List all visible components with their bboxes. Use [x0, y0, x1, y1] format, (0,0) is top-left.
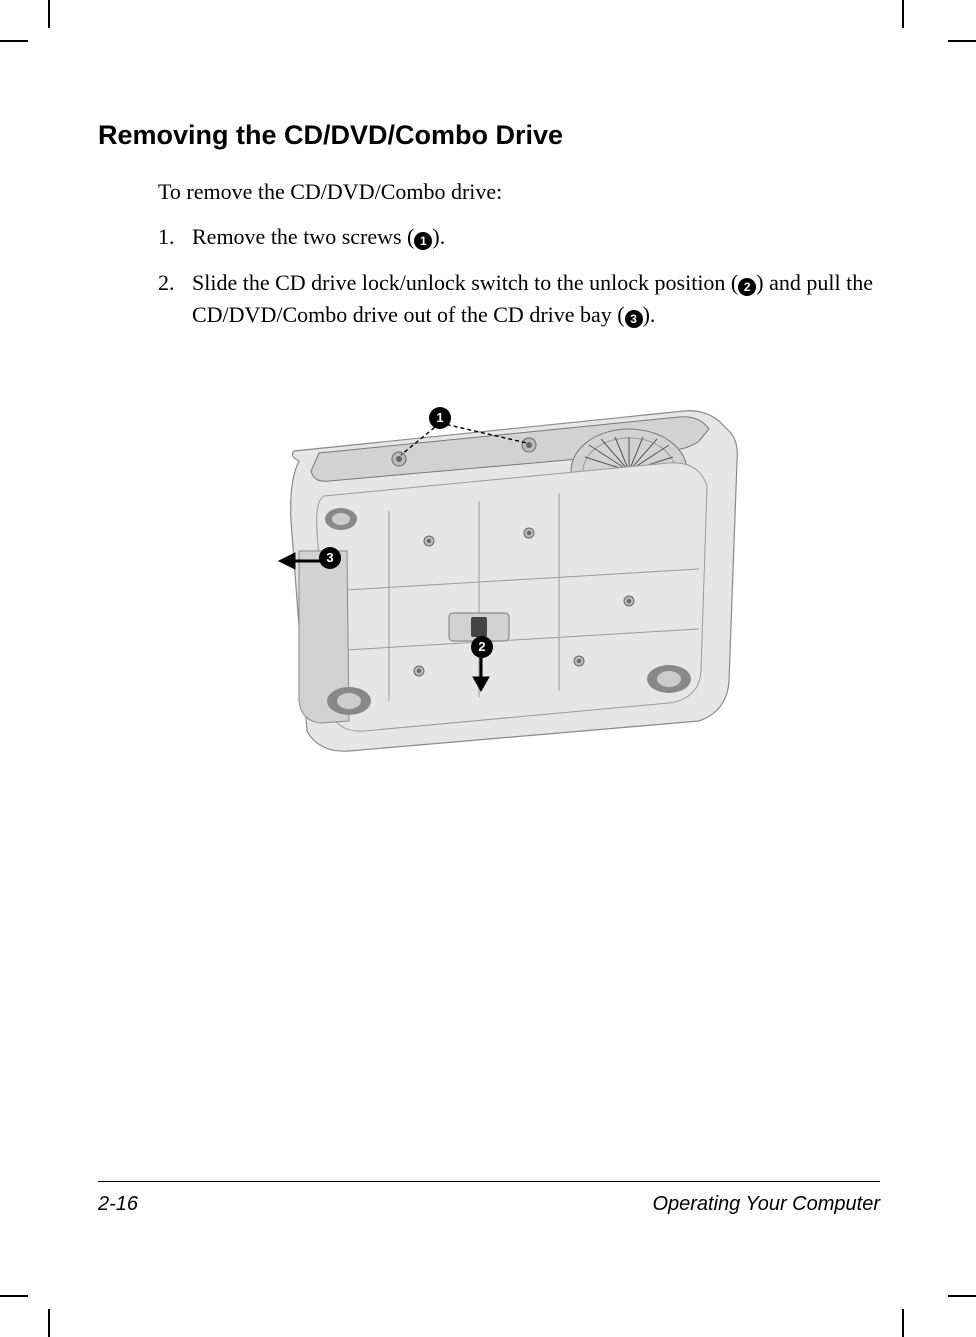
crop-mark: [902, 1309, 904, 1337]
text-fragment: Remove the two screws (: [192, 224, 414, 249]
intro-text: To remove the CD/DVD/Combo drive:: [158, 179, 880, 205]
section-title: Operating Your Computer: [652, 1193, 880, 1216]
figure-callout-3: 3: [319, 547, 341, 569]
crop-mark: [902, 0, 904, 28]
step-2: 2. Slide the CD drive lock/unlock switch…: [158, 267, 880, 331]
crop-mark: [948, 1295, 976, 1297]
text-fragment: Slide the CD drive lock/unlock switch to…: [192, 270, 738, 295]
step-text: Slide the CD drive lock/unlock switch to…: [192, 267, 880, 331]
drive-removal-figure: 1 2 3: [229, 401, 749, 771]
step-number: 2.: [158, 267, 192, 331]
crop-mark: [0, 40, 28, 42]
footer-rule: [98, 1181, 880, 1182]
marker-2-icon: 2: [738, 278, 756, 296]
laptop-bottom-svg: [229, 401, 749, 771]
figure-callout-2: 2: [471, 636, 493, 658]
steps-list: 1. Remove the two screws (1). 2. Slide t…: [158, 221, 880, 331]
text-fragment: ).: [432, 224, 445, 249]
marker-1-icon: 1: [414, 232, 432, 250]
marker-3-icon: 3: [625, 310, 643, 328]
figure-callout-1: 1: [429, 407, 451, 429]
crop-mark: [948, 40, 976, 42]
page-footer: 2-16 Operating Your Computer: [98, 1193, 880, 1216]
text-fragment: ).: [643, 302, 656, 327]
crop-mark: [48, 1309, 50, 1337]
step-1: 1. Remove the two screws (1).: [158, 221, 880, 253]
page-number: 2-16: [98, 1193, 138, 1216]
page-body: Removing the CD/DVD/Combo Drive To remov…: [98, 90, 880, 1230]
section-heading: Removing the CD/DVD/Combo Drive: [98, 120, 880, 151]
step-text: Remove the two screws (1).: [192, 221, 880, 253]
crop-mark: [0, 1295, 28, 1297]
crop-mark: [48, 0, 50, 28]
step-number: 1.: [158, 221, 192, 253]
